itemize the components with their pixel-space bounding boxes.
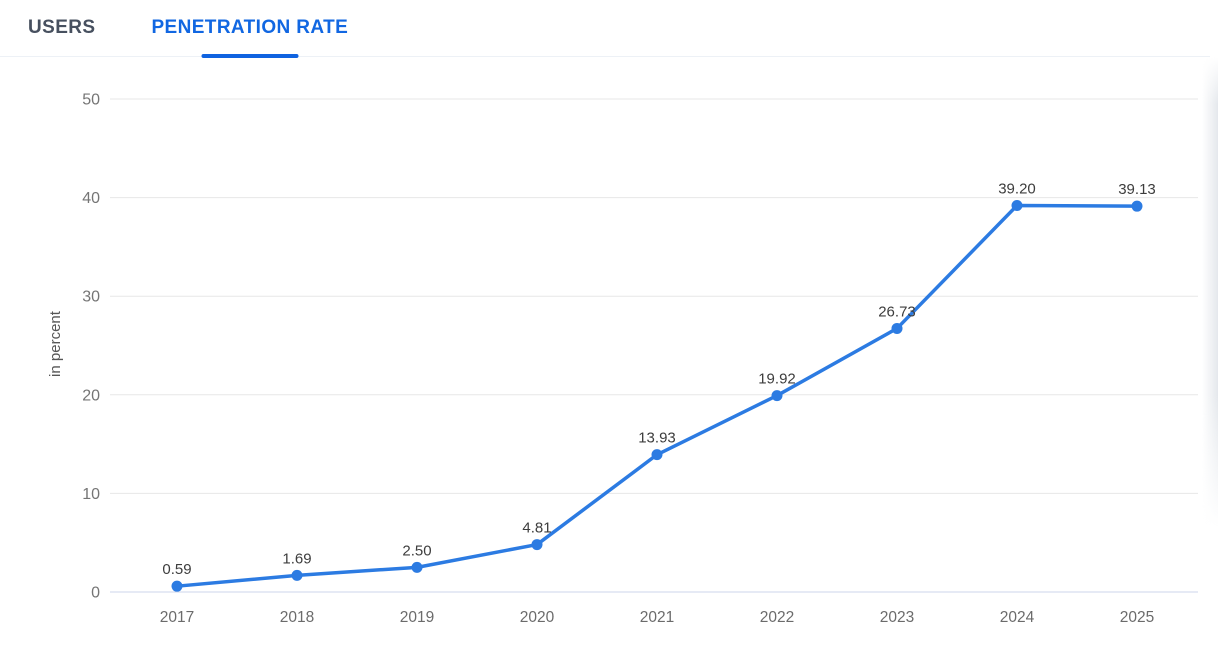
data-point[interactable] — [651, 449, 663, 461]
tab-penetration-rate-label: PENETRATION RATE — [151, 17, 349, 38]
tab-penetration-rate[interactable]: PENETRATION RATE — [151, 0, 349, 58]
data-point-label: 26.73 — [878, 303, 916, 320]
y-tick-label: 40 — [82, 190, 100, 207]
y-tick-label: 10 — [82, 486, 100, 503]
tab-users[interactable]: USERS — [28, 0, 95, 56]
data-point[interactable] — [171, 580, 183, 592]
y-axis-title: in percent — [47, 310, 64, 377]
data-point-label: 39.13 — [1118, 181, 1156, 198]
x-tick-label: 2024 — [1000, 609, 1035, 626]
x-tick-label: 2023 — [880, 609, 914, 626]
x-tick-label: 2020 — [520, 609, 555, 626]
x-tick-label: 2022 — [760, 609, 794, 626]
tab-users-label: USERS — [28, 17, 96, 38]
data-point-label: 4.81 — [522, 520, 551, 537]
x-tick-label: 2018 — [280, 609, 314, 626]
x-tick-label: 2017 — [160, 609, 194, 626]
data-point-label: 39.20 — [998, 180, 1036, 197]
y-tick-label: 30 — [82, 289, 100, 306]
data-point-label: 1.69 — [282, 550, 311, 567]
x-tick-label: 2025 — [1120, 609, 1154, 626]
data-point[interactable] — [891, 322, 903, 334]
data-point[interactable] — [531, 539, 543, 551]
y-tick-label: 50 — [82, 92, 100, 109]
data-point-label: 13.93 — [638, 430, 676, 447]
data-point-label: 0.59 — [162, 561, 191, 578]
data-point[interactable] — [1011, 199, 1023, 211]
y-tick-label: 20 — [82, 387, 100, 404]
right-scroll-shadow — [1202, 57, 1218, 527]
data-point[interactable] — [411, 561, 423, 573]
data-point-label: 2.50 — [402, 542, 431, 559]
data-point[interactable] — [1131, 200, 1143, 212]
x-tick-label: 2019 — [400, 609, 434, 626]
series-line — [175, 203, 1139, 588]
y-tick-label: 0 — [91, 585, 100, 602]
tab-bar: USERS PENETRATION RATE — [0, 0, 1210, 58]
data-point[interactable] — [291, 569, 303, 581]
data-point[interactable] — [771, 390, 783, 402]
x-tick-label: 2021 — [640, 609, 674, 626]
active-tab-indicator — [201, 54, 299, 58]
data-point-label: 19.92 — [758, 371, 796, 388]
